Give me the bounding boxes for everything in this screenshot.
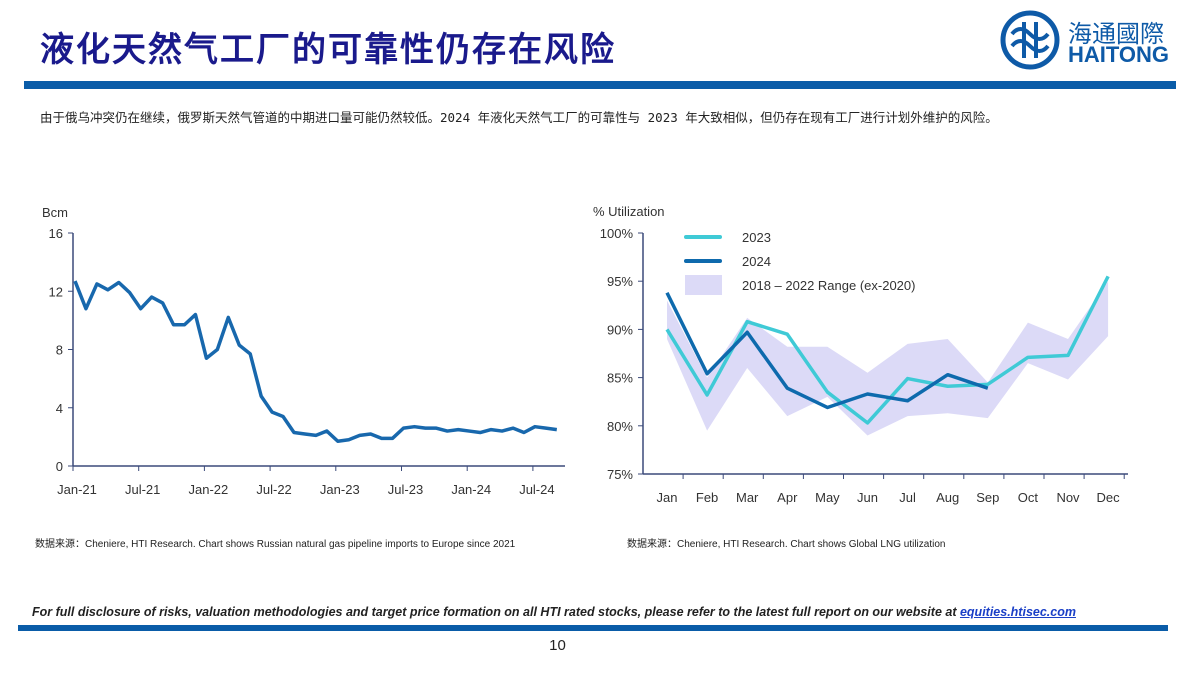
x-tick-label: Jul-24 [519, 482, 554, 497]
header-divider [24, 81, 1176, 89]
y-axis-label: Bcm [42, 205, 68, 220]
intro-paragraph: 由于俄乌冲突仍在继续，俄罗斯天然气管道的中期进口量可能仍然较低。2024 年液化… [40, 110, 998, 125]
x-tick-label: Dec [1097, 490, 1121, 505]
x-tick-label: Jul-23 [388, 482, 423, 497]
x-tick-label: Jan-21 [57, 482, 97, 497]
y-tick-label: 85% [607, 371, 633, 386]
x-tick-label: Jan-22 [189, 482, 229, 497]
y-tick-label: 75% [607, 467, 633, 482]
x-tick-label: Apr [777, 490, 798, 505]
logo-text-en: HAITONG [1068, 42, 1170, 67]
page-number: 10 [549, 637, 566, 654]
chart1-source: 数据来源：Cheniere, HTI Research. Chart shows… [35, 539, 516, 550]
y-tick-label: 95% [607, 274, 633, 289]
haitong-emblem-icon [1000, 10, 1060, 70]
y-axis-label: % Utilization [593, 204, 665, 219]
disclosure-text: For full disclosure of risks, valuation … [32, 605, 1076, 619]
series-line-2023 [665, 275, 1110, 425]
x-tick-label: May [815, 490, 840, 505]
website-link[interactable]: equities.htisec.com [959, 605, 1076, 619]
x-tick-label: Mar [736, 490, 759, 505]
series-line-2024 [665, 291, 989, 410]
x-tick-label: Jun [857, 490, 878, 505]
pipeline-imports-chart: Bcm 0 4 8 12 16 Jan-21 Jul-21 Jan-22 Jul-22 Jan-23… [42, 205, 565, 497]
page-title: 液化天然气工厂的可靠性仍存在风险 [40, 30, 616, 70]
x-tick-label: Feb [696, 490, 718, 505]
legend-label: 2024 [742, 254, 771, 269]
y-tick-label: 100% [600, 226, 634, 241]
y-tick-label: 8 [56, 343, 63, 358]
chart2-source: 数据来源：Cheniere, HTI Research. Chart shows… [627, 539, 946, 550]
x-tick-label: Oct [1018, 490, 1039, 505]
legend-swatch [685, 275, 722, 295]
y-tick-label: 16 [49, 226, 63, 241]
y-tick-label: 90% [607, 322, 633, 337]
y-tick-label: 4 [56, 401, 63, 416]
x-tick-label: Sep [976, 490, 999, 505]
x-tick-label: Nov [1056, 490, 1080, 505]
x-tick-label: Jul-21 [125, 482, 160, 497]
y-tick-label: 12 [49, 284, 63, 299]
logo-text-cn: 海通國際 [1068, 20, 1164, 48]
disclosure-body: For full disclosure of risks, valuation … [32, 605, 957, 619]
x-tick-label: Aug [936, 490, 959, 505]
footer-divider [18, 625, 1168, 631]
legend-label: 2018 – 2022 Range (ex-2020) [742, 278, 915, 293]
range-band [667, 281, 1109, 436]
lng-utilization-chart: % Utilization 75% 80% 85% 90% 95% 100% Jan Feb Ma… [593, 204, 1128, 505]
y-tick-label: 0 [56, 459, 63, 474]
legend-label: 2023 [742, 230, 771, 245]
x-tick-label: Jul [899, 490, 916, 505]
x-tick-label: Jan [657, 490, 678, 505]
haitong-logo: 海通國際 HAITONG [1000, 10, 1175, 70]
x-tick-label: Jul-22 [256, 482, 291, 497]
y-tick-label: 80% [607, 419, 633, 434]
x-tick-label: Jan-23 [320, 482, 360, 497]
imports-line [73, 280, 558, 443]
x-tick-label: Jan-24 [451, 482, 491, 497]
